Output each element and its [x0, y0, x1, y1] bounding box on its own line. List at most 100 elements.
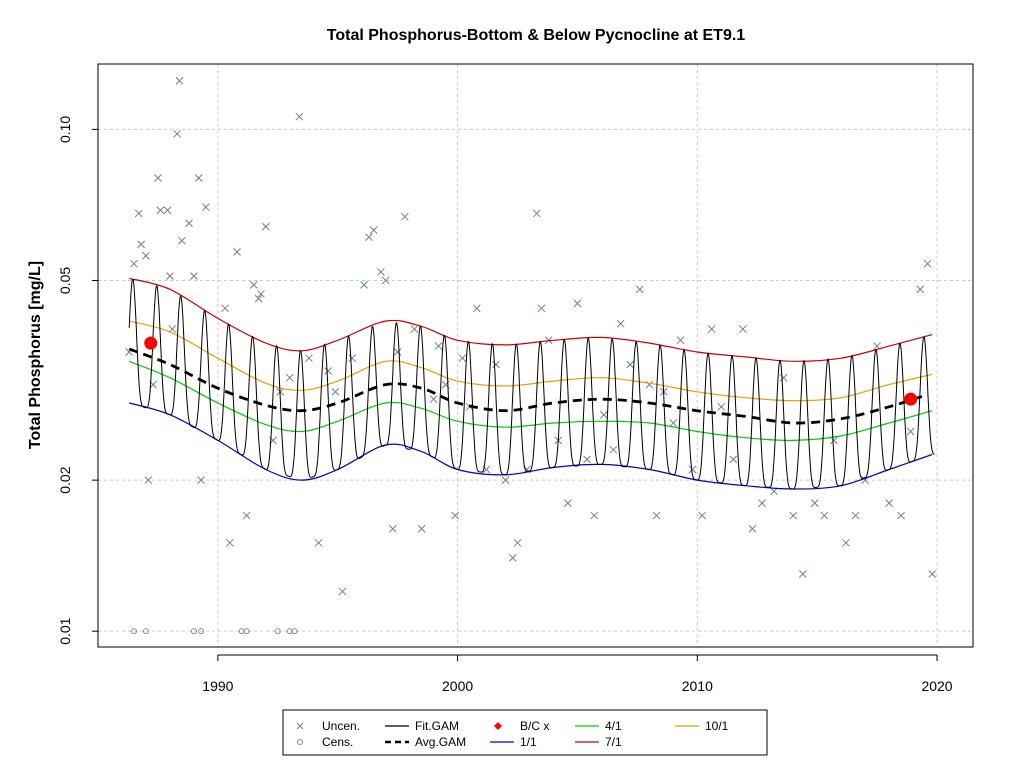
uncensored-point: [729, 455, 738, 464]
uncensored-point: [739, 325, 747, 333]
uncensored-point: [185, 219, 193, 228]
legend-label: 1/1: [520, 735, 537, 749]
uncensored-point: [830, 436, 838, 445]
legend-label: 10/1: [705, 719, 729, 733]
uncensored-point: [717, 402, 726, 411]
uncensored-point: [175, 76, 184, 85]
uncensored-point: [360, 281, 368, 289]
uncensored-point: [590, 511, 599, 520]
x-tick-label: 1990: [202, 678, 233, 694]
legend-label: Avg.GAM: [415, 735, 466, 749]
censored-point: [190, 628, 197, 635]
y-axis-title: Total Phosphorus [mg/L]: [27, 261, 44, 449]
legend-label: Uncen.: [322, 719, 360, 733]
uncensored-point: [130, 259, 138, 268]
uncensored-point: [154, 174, 162, 182]
uncensored-point: [748, 524, 757, 533]
bc-points: [144, 336, 918, 406]
uncensored-point: [324, 367, 332, 375]
uncensored-point: [134, 209, 143, 218]
uncensored-point: [770, 487, 778, 496]
legend-diamond-marker: [494, 722, 502, 730]
series-lines: [128, 277, 933, 490]
uncensored-point: [194, 174, 203, 182]
uncensored-point: [688, 465, 697, 474]
uncensored-point: [173, 129, 181, 138]
legend-item: Fit.GAM: [385, 719, 459, 733]
uncensored-point: [225, 538, 234, 547]
gridlines: [98, 64, 973, 647]
uncensored-point: [178, 236, 186, 245]
uncensored-point: [635, 285, 644, 294]
uncensored-point: [599, 410, 608, 419]
uncensored-point: [261, 222, 270, 231]
uncensored-point: [779, 373, 788, 382]
uncensored-point: [616, 319, 625, 328]
uncensored-point: [810, 499, 819, 507]
uncensored-point: [393, 348, 402, 356]
uncensored-point: [609, 445, 618, 454]
avg-gam-line: [128, 347, 926, 425]
uncensored-point: [142, 251, 150, 260]
uncensored-point: [389, 524, 397, 533]
x-tick-label: 2010: [682, 678, 713, 694]
uncensored-point: [257, 290, 265, 298]
uncensored-point: [537, 304, 546, 313]
uncensored-point: [314, 538, 323, 547]
legend-label: Cens.: [322, 735, 353, 749]
legend-item: Uncen.: [296, 719, 360, 733]
uncensored-point: [820, 511, 829, 520]
uncensored-point: [377, 268, 385, 276]
line-7-1: [129, 277, 933, 362]
y-tick-label: 0.05: [57, 267, 73, 294]
uncensored-point: [458, 354, 467, 363]
uncensored-point: [501, 476, 510, 484]
x-tick-label: 2000: [442, 678, 473, 694]
y-tick-label: 0.10: [57, 116, 73, 143]
uncensored-point: [669, 419, 678, 427]
uncensored-point: [885, 499, 893, 507]
chart-title: Total Phosphorus-Bottom & Below Pycnocli…: [327, 27, 746, 44]
legend-item: 1/1: [490, 735, 537, 749]
uncensored-point: [676, 336, 685, 345]
y-tick-label: 0.01: [57, 617, 73, 644]
uncensored-point: [798, 570, 807, 578]
legend-circle-marker: [297, 739, 303, 745]
uncensored-point: [789, 511, 798, 520]
line-10-1: [129, 320, 933, 402]
uncensored-point: [295, 112, 304, 121]
legend-item: 10/1: [675, 719, 729, 733]
uncensored-point: [916, 285, 925, 294]
fit-gam-series: [128, 278, 935, 490]
uncensored-point: [906, 427, 915, 436]
uncensored-point: [928, 570, 937, 578]
uncensored-point: [410, 325, 419, 333]
legend-label: 4/1: [605, 719, 622, 733]
censored-point: [243, 628, 250, 635]
legend-label: Fit.GAM: [415, 719, 459, 733]
uncensored-point: [137, 240, 146, 249]
uncensored-point: [842, 538, 850, 547]
censored-point: [198, 628, 205, 635]
uncensored-point: [851, 511, 860, 520]
uncensored-point: [923, 259, 932, 268]
uncensored-point: [190, 272, 198, 280]
bc-point: [144, 336, 158, 350]
uncensored-point: [472, 304, 481, 313]
uncensored-point: [897, 511, 905, 520]
uncensored-point: [163, 206, 172, 215]
uncensored-point: [156, 206, 165, 215]
uncensored-point: [369, 226, 378, 234]
uncensored-point: [221, 304, 229, 313]
x-axis: 1990 2000 2010 2020: [202, 654, 953, 694]
legend-item: 7/1: [575, 735, 622, 749]
uncensored-point: [492, 360, 500, 369]
y-tick-label: 0.02: [57, 466, 73, 493]
uncensored-point: [305, 354, 313, 363]
uncensored-point: [144, 476, 153, 484]
line-1-1: [129, 402, 933, 490]
plot-area: [97, 63, 974, 648]
uncensored-point: [254, 294, 263, 303]
uncensored-point: [338, 587, 347, 596]
